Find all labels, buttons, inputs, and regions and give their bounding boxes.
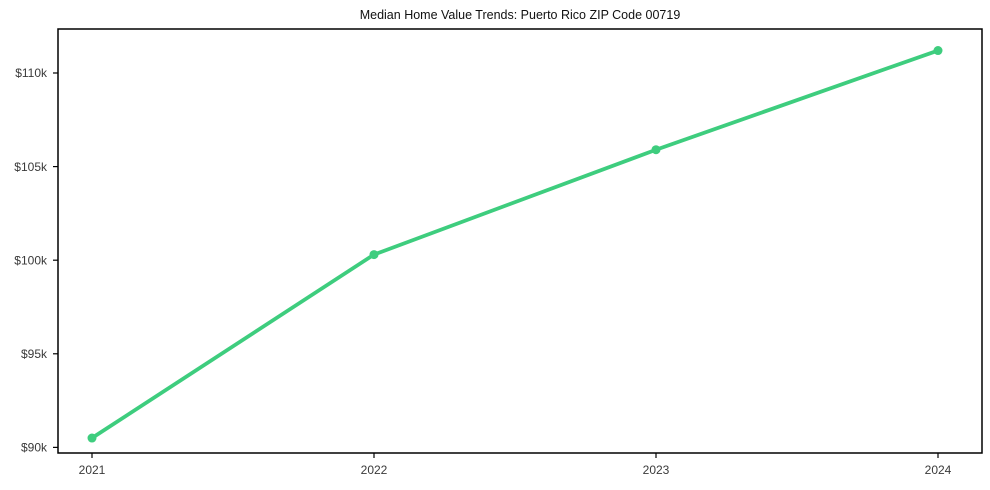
data-point-2023	[651, 145, 661, 155]
plot-border	[57, 28, 983, 454]
chart-title: Median Home Value Trends: Puerto Rico ZI…	[359, 8, 681, 22]
data-point-2024	[933, 46, 943, 56]
x-tick-label: 2022	[361, 463, 388, 477]
data-point-2022	[369, 250, 379, 260]
y-tick-label: $105k	[14, 160, 48, 174]
x-tick-label: 2021	[79, 463, 106, 477]
y-tick-label: $110k	[15, 66, 48, 80]
y-tick-label: $90k	[21, 441, 48, 455]
x-tick-label: 2024	[925, 463, 952, 477]
trend-line	[90, 48, 940, 440]
data-point-2021	[87, 433, 97, 443]
y-tick-label: $95k	[21, 347, 48, 361]
y-tick-label: $100k	[14, 253, 48, 267]
x-tick-label: 2023	[643, 463, 670, 477]
